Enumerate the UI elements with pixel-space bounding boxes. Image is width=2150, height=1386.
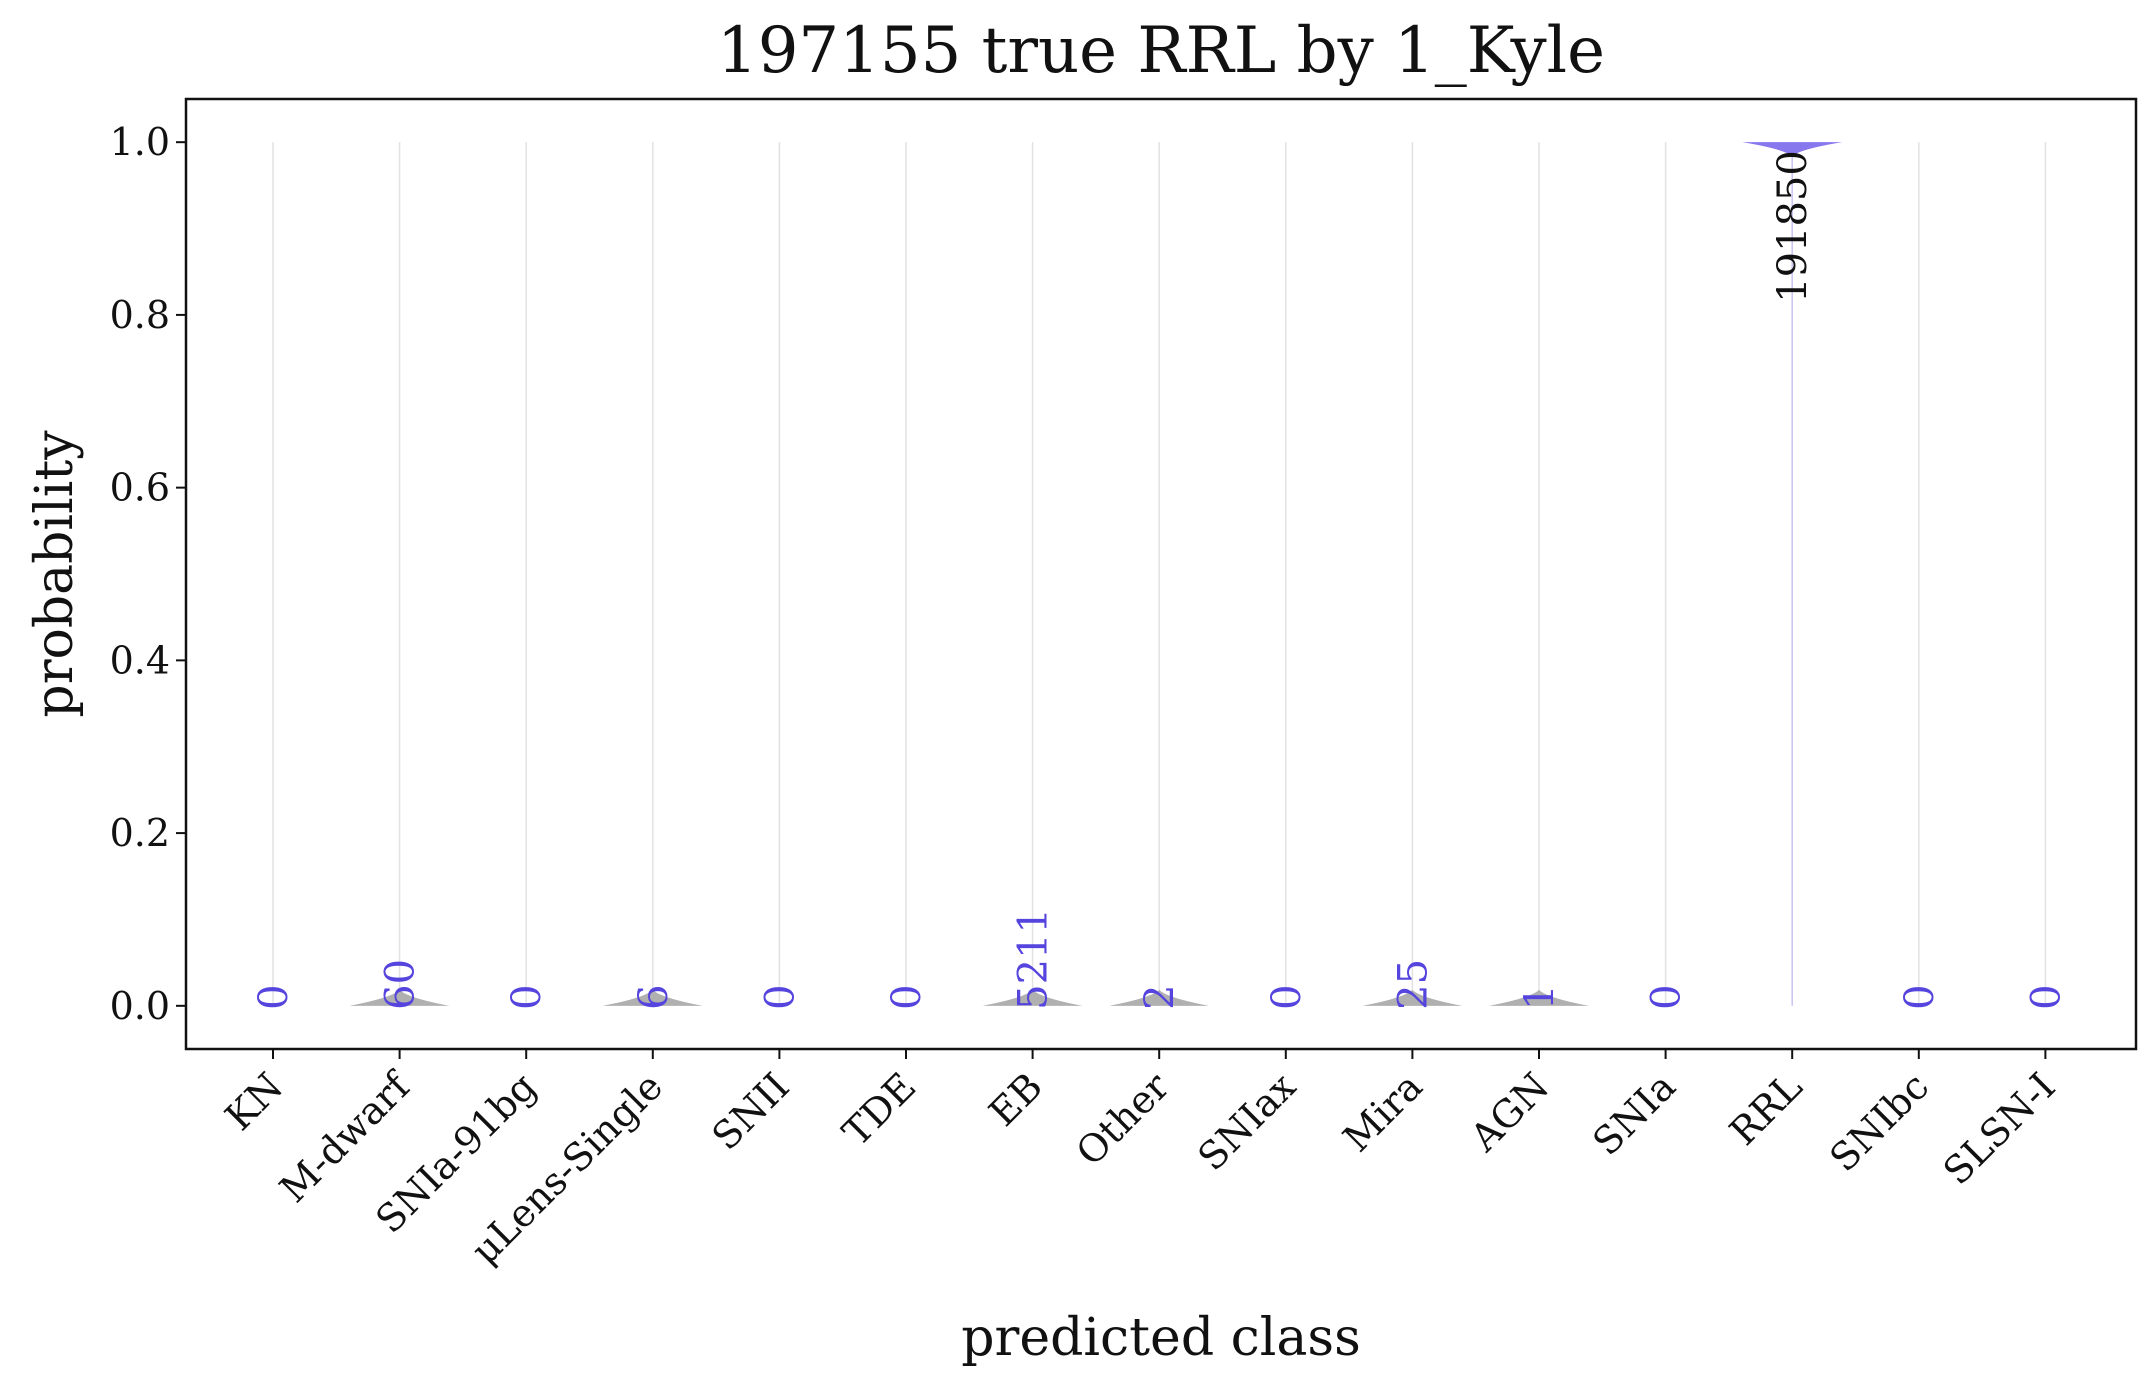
count-label: 0 (884, 984, 930, 1009)
violin (1109, 989, 1210, 1006)
count-label: 0 (1264, 984, 1310, 1009)
count-label: 0 (1897, 984, 1943, 1009)
violin (349, 989, 450, 1006)
y-tick-label: 0.2 (110, 811, 170, 855)
x-tick-label: SLSN-I (1935, 1064, 2064, 1193)
x-tick-label: Other (1068, 1064, 1179, 1175)
plot-frame (184, 97, 2138, 1051)
count-label: 191850 (1770, 150, 1816, 303)
count-label: 0 (2023, 984, 2069, 1009)
count-label: 25 (1390, 959, 1436, 1010)
x-tick-label: Mira (1335, 1064, 1431, 1160)
count-label: 0 (504, 984, 550, 1009)
count-label: 2 (1137, 984, 1183, 1009)
y-tick-label: 0.0 (110, 984, 170, 1028)
y-tick-label: 0.4 (110, 638, 170, 682)
x-axis-label: predicted class (961, 1308, 1361, 1368)
count-label: 0 (251, 984, 297, 1009)
violin (602, 989, 703, 1006)
x-tick-label: SNII (703, 1064, 797, 1158)
x-tick-label: AGN (1461, 1064, 1557, 1160)
x-tick-label: KN (217, 1064, 292, 1139)
violin (1362, 989, 1463, 1006)
count-label: 0 (757, 984, 803, 1009)
x-tick-label: SNIax (1189, 1064, 1304, 1179)
count-label: 1 (1517, 984, 1563, 1009)
violin (1742, 142, 1843, 157)
x-tick-label: EB (980, 1064, 1050, 1134)
x-tick-label: RRL (1721, 1064, 1810, 1153)
count-label: 5211 (1011, 908, 1057, 1010)
count-label: 6 (631, 984, 677, 1009)
chart-title: 197155 true RRL by 1_Kyle (717, 14, 1605, 88)
x-tick-label: TDE (834, 1064, 924, 1154)
count-label: 60 (378, 959, 424, 1010)
violin (982, 989, 1083, 1006)
x-tick-label: SNIa (1584, 1064, 1684, 1164)
y-tick-label: 1.0 (110, 120, 170, 164)
y-tick-label: 0.8 (110, 293, 170, 337)
x-tick-label: SNIbc (1821, 1064, 1937, 1180)
y-axis-label: probability (25, 430, 85, 718)
y-tick-label: 0.6 (110, 466, 170, 510)
count-label: 0 (1644, 984, 1690, 1009)
violin (1489, 989, 1589, 1006)
